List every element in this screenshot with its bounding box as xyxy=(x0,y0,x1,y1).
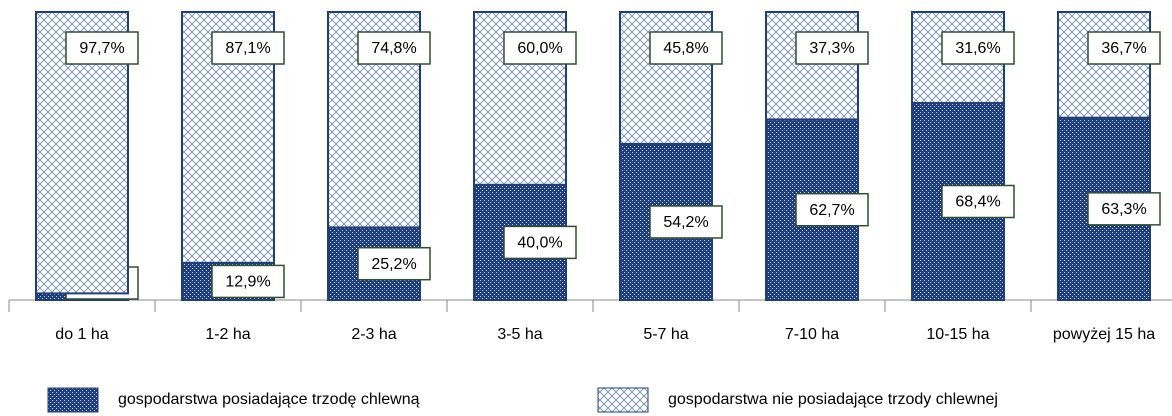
legend-label: gospodarstwa posiadające trzodę chlewną xyxy=(118,391,420,408)
data-label: 60,0% xyxy=(517,40,562,57)
x-tick-label: 2-3 ha xyxy=(351,326,396,343)
x-tick-label: 5-7 ha xyxy=(643,326,688,343)
data-label-box xyxy=(1087,192,1161,226)
data-label-box xyxy=(211,31,285,65)
bar-segment xyxy=(1057,11,1151,119)
data-label-box xyxy=(357,246,431,281)
data-label-box xyxy=(649,31,723,65)
data-label: 40,0% xyxy=(517,235,562,252)
data-label-box xyxy=(941,184,1015,219)
data-label: 62,7% xyxy=(809,202,854,219)
legend-label: gospodarstwa nie posiadające trzody chle… xyxy=(668,391,998,408)
x-tick-label: 1-2 ha xyxy=(205,326,250,343)
x-tick-label: 10-15 ha xyxy=(926,326,989,343)
data-label-box xyxy=(211,264,285,299)
data-label: 68,4% xyxy=(955,194,1000,211)
x-tick-label: 3-5 ha xyxy=(497,326,542,343)
data-label: 36,7% xyxy=(1101,40,1146,57)
data-label-box xyxy=(503,31,577,65)
data-label-box xyxy=(65,31,139,65)
data-label-box xyxy=(795,192,869,227)
data-label-box xyxy=(503,225,577,260)
x-tick-label: 7-10 ha xyxy=(785,326,839,343)
data-label: 25,2% xyxy=(371,256,416,273)
bar-segment xyxy=(765,11,859,121)
legend-swatch xyxy=(597,387,649,413)
data-label-box xyxy=(649,205,723,239)
data-label-box xyxy=(357,31,431,65)
data-label: 12,9% xyxy=(225,274,270,291)
data-label: 31,6% xyxy=(955,40,1000,57)
data-label: 74,8% xyxy=(371,40,416,57)
data-label-box xyxy=(941,31,1015,65)
data-label: 97,7% xyxy=(79,40,124,57)
data-label-box xyxy=(1087,31,1161,65)
x-tick-label: powyżej 15 ha xyxy=(1053,326,1155,343)
data-label: 87,1% xyxy=(225,40,270,57)
legend-swatch xyxy=(47,387,99,413)
data-label: 45,8% xyxy=(663,40,708,57)
data-label: 37,3% xyxy=(809,40,854,57)
data-label: 63,3% xyxy=(1101,201,1146,218)
data-label-box xyxy=(795,31,869,65)
data-label: 54,2% xyxy=(663,214,708,231)
x-tick-label: do 1 ha xyxy=(55,326,108,343)
